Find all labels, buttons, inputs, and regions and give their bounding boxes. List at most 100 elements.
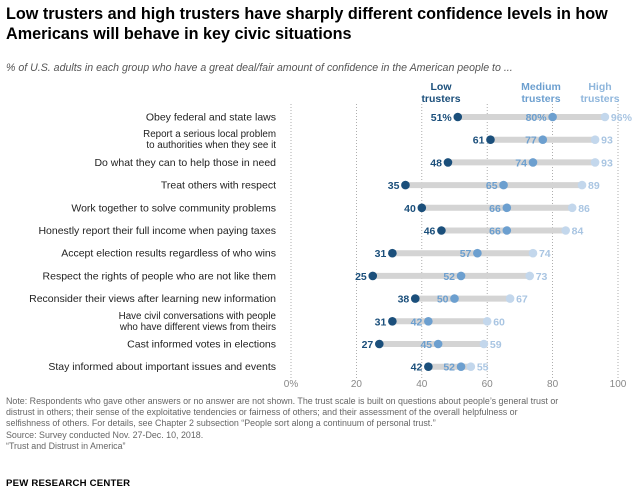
value-label-high: 93 bbox=[601, 135, 613, 147]
dot-low-trusters bbox=[374, 339, 384, 349]
value-label-medium: 80% bbox=[526, 112, 548, 124]
value-label-medium: 57 bbox=[460, 248, 472, 260]
value-label-low: 31 bbox=[375, 316, 387, 328]
category-label: who have different views from theirs bbox=[119, 322, 276, 333]
dot-low-trusters bbox=[417, 203, 427, 213]
dot-medium-trusters bbox=[538, 135, 548, 144]
value-label-low: 35 bbox=[388, 180, 400, 192]
dot-high-trusters bbox=[525, 271, 535, 281]
dot-high-trusters bbox=[528, 248, 538, 258]
chart-subtitle: % of U.S. adults in each group who have … bbox=[6, 62, 513, 74]
x-tick-label: 40 bbox=[416, 379, 428, 390]
dot-high-trusters bbox=[466, 362, 476, 372]
dot-medium-trusters bbox=[528, 158, 538, 167]
value-label-medium: 52 bbox=[443, 271, 455, 283]
dot-medium-trusters bbox=[433, 339, 443, 349]
category-label: Reconsider their views after learning ne… bbox=[29, 293, 276, 305]
dot-low-trusters bbox=[368, 271, 378, 281]
value-label-low: 40 bbox=[404, 203, 416, 215]
dot-high-trusters bbox=[567, 203, 577, 213]
category-label: Treat others with respect bbox=[161, 180, 276, 192]
dot-high-trusters bbox=[479, 339, 489, 349]
dot-high-trusters bbox=[600, 112, 610, 122]
value-label-medium: 52 bbox=[443, 362, 455, 374]
dot-low-trusters bbox=[437, 226, 446, 235]
value-label-medium: 45 bbox=[420, 339, 432, 351]
dot-medium-trusters bbox=[424, 317, 433, 326]
category-label: Have civil conversations with people bbox=[119, 311, 277, 322]
value-label-low: 48 bbox=[430, 157, 442, 169]
value-label-high: 55 bbox=[477, 362, 489, 374]
dot-high-trusters bbox=[590, 135, 600, 144]
category-label: Cast informed votes in elections bbox=[127, 339, 276, 351]
dot-medium-trusters bbox=[456, 271, 466, 281]
dot-high-trusters bbox=[577, 180, 587, 190]
value-label-high: 86 bbox=[578, 203, 590, 215]
value-label-low: 61 bbox=[473, 135, 485, 147]
value-label-low: 42 bbox=[411, 362, 423, 374]
value-label-high: 89 bbox=[588, 180, 600, 192]
value-label-low: 25 bbox=[355, 271, 367, 283]
dot-plot-chart: 0% 20 40 60 80 100LowtrustersMediumtrustersHi… bbox=[29, 81, 633, 390]
value-label-medium: 50 bbox=[437, 294, 449, 306]
value-label-high: 60 bbox=[493, 316, 505, 328]
value-label-high: 84 bbox=[572, 226, 584, 238]
category-label: Respect the rights of people who are not… bbox=[43, 270, 277, 282]
category-label: Accept election results regardless of wh… bbox=[61, 248, 276, 260]
value-label-high: 73 bbox=[536, 271, 548, 283]
value-label-medium: 42 bbox=[411, 316, 423, 328]
dot-medium-trusters bbox=[473, 248, 482, 258]
value-label-high: 93 bbox=[601, 157, 613, 169]
value-label-high: 67 bbox=[516, 294, 528, 306]
category-label: Obey federal and state laws bbox=[146, 112, 276, 124]
category-label: Work together to solve community problem… bbox=[71, 202, 276, 214]
category-label: to authorities when they see it bbox=[146, 140, 276, 151]
dot-medium-trusters bbox=[499, 180, 508, 190]
legend-label-high: High bbox=[588, 81, 611, 93]
chart-title: Low trusters and high trusters have shar… bbox=[6, 5, 608, 43]
x-tick-label: 80 bbox=[547, 379, 559, 390]
note-line: distrust in others; their sense of the e… bbox=[6, 407, 518, 418]
value-label-medium: 74 bbox=[515, 157, 527, 169]
value-label-high: 96% bbox=[611, 112, 633, 124]
category-label: Report a serious local problem bbox=[143, 129, 276, 140]
value-label-medium: 66 bbox=[489, 203, 501, 215]
category-label: Honestly report their full income when p… bbox=[38, 225, 276, 237]
note-line: Note: Respondents who gave other answers… bbox=[6, 396, 559, 406]
x-tick-label: 0% bbox=[284, 379, 299, 390]
dot-high-trusters bbox=[561, 226, 570, 235]
value-label-high: 59 bbox=[490, 339, 502, 351]
x-tick-label: 100 bbox=[610, 379, 627, 390]
dot-high-trusters bbox=[482, 317, 492, 326]
dot-medium-trusters bbox=[450, 294, 459, 303]
report-title-line: “Trust and Distrust in America” bbox=[6, 440, 126, 451]
source-line: Source: Survey conducted Nov. 27-Dec. 10… bbox=[6, 429, 204, 440]
dot-low-trusters bbox=[401, 180, 410, 190]
x-tick-label: 60 bbox=[482, 379, 494, 390]
dot-low-trusters bbox=[388, 317, 397, 326]
dot-low-trusters bbox=[443, 158, 453, 167]
dot-high-trusters bbox=[505, 294, 515, 303]
category-label: Stay informed about important issues and… bbox=[48, 361, 276, 373]
legend-label-low: Low bbox=[431, 81, 453, 93]
value-label-low: 46 bbox=[424, 226, 436, 238]
dot-medium-trusters bbox=[548, 112, 557, 122]
legend-label-high: trusters bbox=[580, 93, 619, 105]
chart-notes: Note: Respondents who gave other answers… bbox=[6, 396, 634, 452]
dot-low-trusters bbox=[388, 248, 397, 258]
x-tick-label: 20 bbox=[351, 379, 363, 390]
note-line: selfishness of others. For details, see … bbox=[6, 418, 436, 429]
dot-low-trusters bbox=[453, 112, 463, 122]
value-label-low: 38 bbox=[398, 294, 410, 306]
dot-low-trusters bbox=[410, 294, 420, 303]
value-label-medium: 65 bbox=[486, 180, 498, 192]
dot-medium-trusters bbox=[502, 226, 512, 235]
dot-high-trusters bbox=[590, 158, 600, 167]
value-label-low: 27 bbox=[362, 339, 374, 351]
dot-low-trusters bbox=[424, 362, 433, 372]
pew-logo-text: PEW RESEARCH CENTER bbox=[6, 478, 131, 489]
value-label-low: 51% bbox=[431, 112, 453, 124]
legend-label-medium: trusters bbox=[521, 93, 560, 105]
category-label: Do what they can to help those in need bbox=[94, 157, 276, 169]
legend-label-medium: Medium bbox=[521, 81, 561, 93]
